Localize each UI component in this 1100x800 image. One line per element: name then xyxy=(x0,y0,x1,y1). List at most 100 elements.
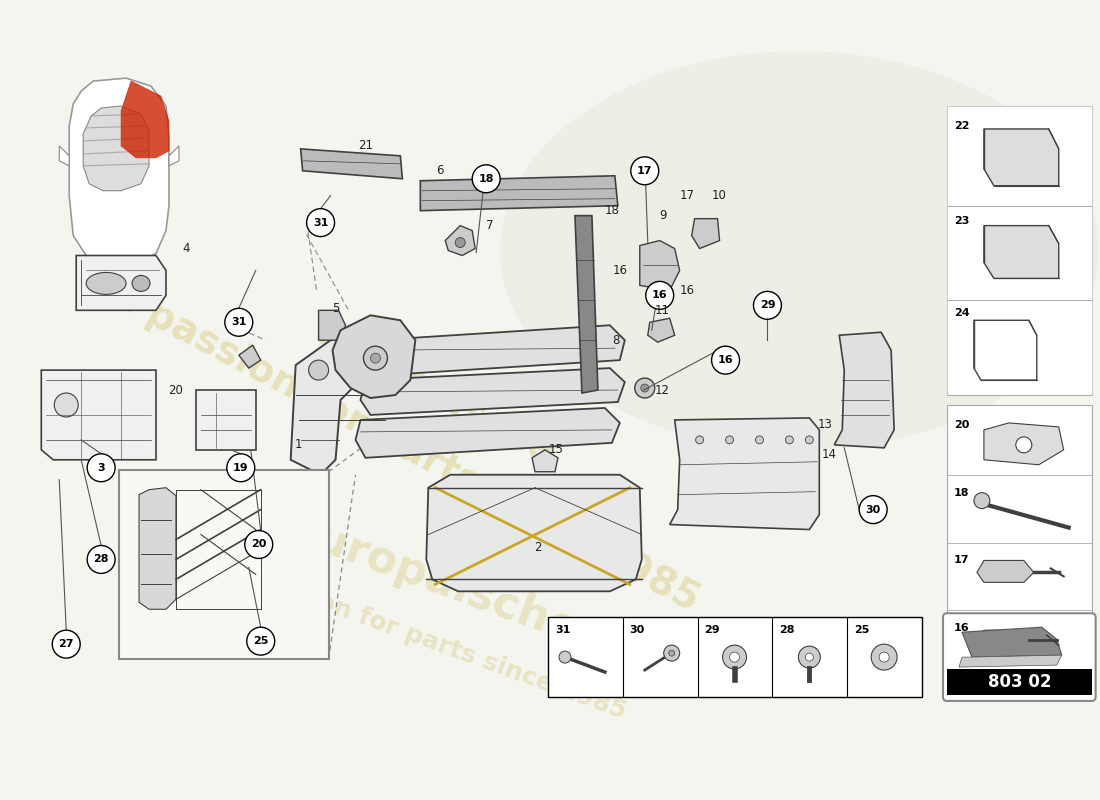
Polygon shape xyxy=(446,226,475,255)
Polygon shape xyxy=(59,146,69,166)
Circle shape xyxy=(712,346,739,374)
Text: 13: 13 xyxy=(818,418,833,431)
Circle shape xyxy=(641,384,649,392)
Circle shape xyxy=(363,346,387,370)
Polygon shape xyxy=(121,81,169,158)
Circle shape xyxy=(756,436,763,444)
Text: 28: 28 xyxy=(94,554,109,565)
Text: 7: 7 xyxy=(486,219,494,232)
Bar xyxy=(947,405,1091,684)
Circle shape xyxy=(669,650,674,656)
Text: 17: 17 xyxy=(954,555,969,566)
Circle shape xyxy=(54,393,78,417)
Polygon shape xyxy=(532,450,558,472)
Polygon shape xyxy=(640,241,680,290)
Text: 18: 18 xyxy=(478,174,494,184)
Text: 17: 17 xyxy=(680,190,695,202)
Polygon shape xyxy=(670,418,820,530)
Circle shape xyxy=(1015,437,1032,453)
Polygon shape xyxy=(977,630,1028,650)
Text: 11: 11 xyxy=(654,304,669,317)
Polygon shape xyxy=(69,78,169,266)
Ellipse shape xyxy=(86,273,126,294)
Polygon shape xyxy=(332,315,416,398)
Text: 25: 25 xyxy=(253,636,268,646)
Text: 5: 5 xyxy=(332,302,339,315)
Text: 28: 28 xyxy=(780,626,795,635)
Polygon shape xyxy=(692,218,719,249)
Polygon shape xyxy=(290,335,395,474)
Text: 31: 31 xyxy=(556,626,571,635)
Text: 30: 30 xyxy=(866,505,881,514)
Text: europäische
a passion for parts since 1985: europäische a passion for parts since 19… xyxy=(106,220,736,619)
Text: 4: 4 xyxy=(183,242,189,255)
Circle shape xyxy=(87,454,116,482)
Circle shape xyxy=(805,653,813,661)
Text: 31: 31 xyxy=(231,318,246,327)
Circle shape xyxy=(245,530,273,558)
Text: 19: 19 xyxy=(233,462,249,473)
Text: 17: 17 xyxy=(637,166,652,176)
Ellipse shape xyxy=(500,51,1099,450)
Circle shape xyxy=(559,651,571,663)
Polygon shape xyxy=(962,627,1062,657)
Polygon shape xyxy=(983,226,1058,278)
Circle shape xyxy=(224,308,253,336)
Polygon shape xyxy=(420,176,618,210)
Text: 31: 31 xyxy=(312,218,328,228)
Text: a passion for parts since 1985: a passion for parts since 1985 xyxy=(221,555,629,723)
Circle shape xyxy=(646,282,673,310)
Polygon shape xyxy=(575,216,598,393)
Text: 25: 25 xyxy=(855,626,870,635)
Polygon shape xyxy=(319,310,345,340)
Text: 18: 18 xyxy=(954,488,969,498)
Polygon shape xyxy=(361,368,625,415)
Ellipse shape xyxy=(132,275,150,291)
Text: 15: 15 xyxy=(549,443,563,456)
Polygon shape xyxy=(648,318,674,342)
Text: 803 02: 803 02 xyxy=(988,673,1052,691)
Circle shape xyxy=(799,646,821,668)
Circle shape xyxy=(227,454,255,482)
Text: 1: 1 xyxy=(295,438,302,451)
Circle shape xyxy=(663,645,680,661)
Circle shape xyxy=(974,493,990,509)
Circle shape xyxy=(695,436,704,444)
Bar xyxy=(548,618,922,697)
Text: 16: 16 xyxy=(652,290,668,300)
Circle shape xyxy=(754,291,781,319)
Circle shape xyxy=(635,378,654,398)
Polygon shape xyxy=(983,423,1064,465)
FancyBboxPatch shape xyxy=(943,614,1096,701)
Text: 12: 12 xyxy=(654,383,669,397)
Circle shape xyxy=(87,546,116,574)
Text: 29: 29 xyxy=(705,626,720,635)
Circle shape xyxy=(342,352,359,368)
Polygon shape xyxy=(974,320,1037,380)
Text: 20: 20 xyxy=(168,383,184,397)
Polygon shape xyxy=(139,488,176,610)
Circle shape xyxy=(726,436,734,444)
Text: 16: 16 xyxy=(954,623,969,634)
Polygon shape xyxy=(355,408,619,458)
Text: 20: 20 xyxy=(954,420,969,430)
Circle shape xyxy=(859,496,887,523)
Text: 10: 10 xyxy=(712,190,727,202)
Polygon shape xyxy=(959,655,1062,667)
Text: 14: 14 xyxy=(822,448,837,462)
Circle shape xyxy=(723,645,747,669)
Text: 22: 22 xyxy=(954,121,969,131)
Circle shape xyxy=(871,644,898,670)
Text: 18: 18 xyxy=(604,204,619,217)
Text: 2: 2 xyxy=(535,541,542,554)
Polygon shape xyxy=(834,332,894,448)
Circle shape xyxy=(371,353,381,363)
Polygon shape xyxy=(169,146,179,166)
Text: 6: 6 xyxy=(437,164,444,178)
Polygon shape xyxy=(375,326,625,375)
Text: 3: 3 xyxy=(97,462,104,473)
Circle shape xyxy=(472,165,500,193)
Text: europäische: europäische xyxy=(280,506,583,652)
Text: 8: 8 xyxy=(612,334,619,346)
Circle shape xyxy=(53,630,80,658)
